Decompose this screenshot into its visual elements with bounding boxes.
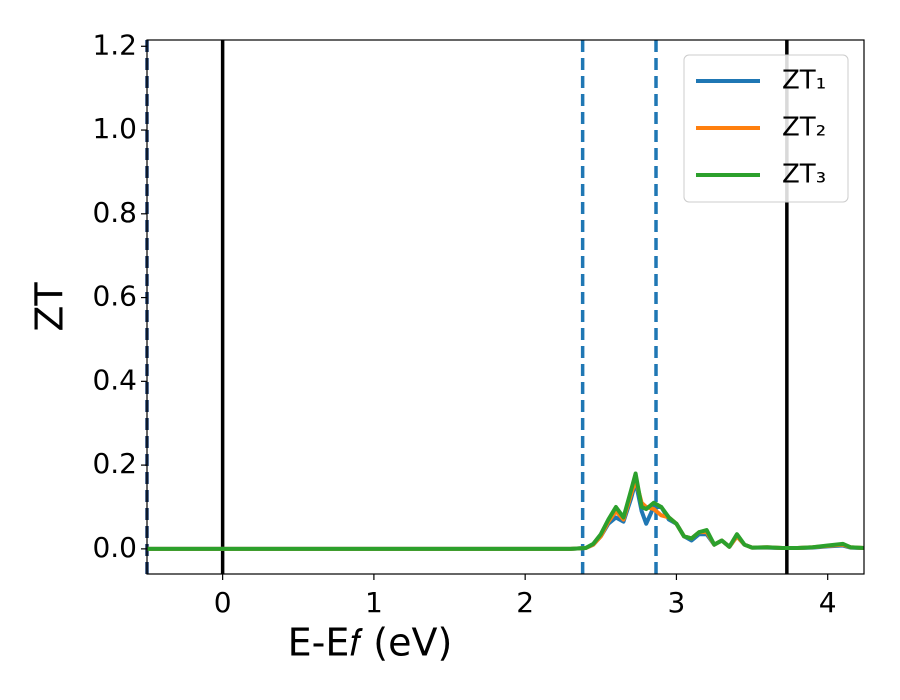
y-tick-label: 0.8 [92, 196, 137, 229]
legend-label: ZT₁ [782, 66, 826, 96]
legend-box [683, 54, 849, 203]
y-tick-label: 1.0 [92, 112, 137, 145]
line-series [147, 471, 865, 551]
legend-label: ZT₃ [782, 160, 826, 190]
y-tick-label: 0.0 [92, 531, 137, 564]
x-tick-label: 3 [668, 586, 686, 619]
x-tick-label: 1 [365, 586, 383, 619]
y-tick-label: 1.2 [92, 28, 137, 61]
y-axis-label: ZT [28, 282, 72, 332]
legend-label: ZT₂ [782, 113, 826, 143]
y-tick-label: 0.2 [92, 447, 137, 480]
line-series [147, 477, 865, 551]
plot-frame [146, 39, 865, 575]
x-tick-label: 2 [516, 586, 534, 619]
x-tick-label: 0 [214, 586, 232, 619]
x-axis-label: E-E𝑓 (eV) [288, 621, 453, 665]
y-tick-label: 0.6 [92, 280, 137, 313]
y-tick-label: 0.4 [92, 363, 137, 396]
line-series [147, 479, 865, 551]
x-tick-label: 4 [819, 586, 837, 619]
